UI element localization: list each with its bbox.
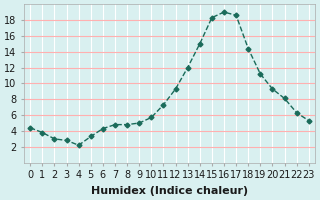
X-axis label: Humidex (Indice chaleur): Humidex (Indice chaleur) xyxy=(91,186,248,196)
